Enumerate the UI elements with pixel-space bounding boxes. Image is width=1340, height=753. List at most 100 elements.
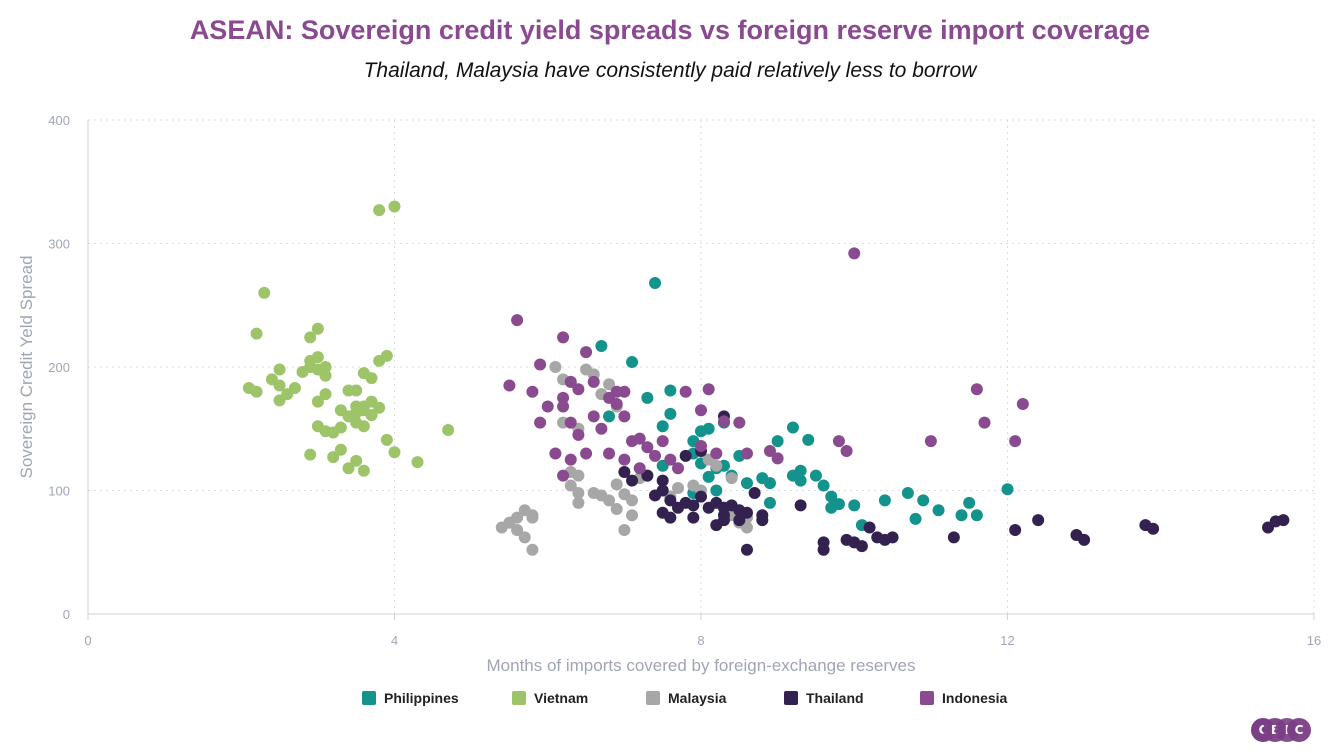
point-philippines	[626, 356, 639, 369]
point-thailand	[740, 506, 753, 519]
legend-label-philippines: Philippines	[384, 690, 459, 706]
legend-item-malaysia[interactable]: Malaysia	[646, 688, 726, 708]
point-philippines	[702, 470, 715, 483]
point-philippines	[641, 391, 654, 404]
point-indonesia	[610, 398, 623, 411]
point-malaysia	[518, 531, 531, 544]
point-indonesia	[695, 404, 707, 417]
point-malaysia	[603, 378, 616, 391]
point-vietnam	[342, 462, 355, 475]
x-tick-label: 0	[84, 633, 91, 648]
point-philippines	[848, 499, 861, 512]
point-indonesia	[580, 346, 593, 359]
point-thailand	[664, 511, 677, 524]
point-indonesia	[633, 432, 646, 445]
point-indonesia	[641, 441, 654, 454]
point-philippines	[702, 422, 715, 435]
point-philippines	[1001, 483, 1014, 496]
tick-labels: 0 100 200 300 400 0 4 8 12 16	[48, 113, 1321, 648]
legend-label-malaysia: Malaysia	[668, 690, 727, 706]
point-thailand	[687, 499, 700, 512]
point-thailand	[1032, 514, 1045, 527]
point-vietnam	[365, 409, 378, 422]
point-malaysia	[740, 521, 753, 534]
point-thailand	[756, 514, 769, 527]
point-philippines	[763, 477, 776, 490]
point-vietnam	[350, 454, 363, 467]
point-malaysia	[572, 496, 585, 509]
chart-title: ASEAN: Sovereign credit yield spreads vs…	[189, 15, 1151, 45]
point-philippines	[825, 490, 838, 503]
legend-item-philippines[interactable]: Philippines	[362, 688, 459, 708]
point-vietnam	[311, 351, 324, 364]
legend-swatch-vietnam	[512, 691, 526, 705]
y-tick-label: 200	[48, 360, 70, 375]
point-vietnam	[319, 388, 332, 401]
point-indonesia	[603, 447, 616, 460]
legend: Philippines Vietnam Malaysia Thailand In…	[0, 688, 1340, 708]
point-thailand	[947, 531, 960, 544]
point-indonesia	[702, 383, 715, 396]
point-indonesia	[695, 440, 707, 453]
point-indonesia	[572, 383, 585, 396]
point-indonesia	[557, 331, 570, 344]
y-tick-label: 100	[48, 484, 70, 499]
x-tick-label: 16	[1307, 633, 1321, 648]
point-philippines	[963, 496, 976, 509]
point-philippines	[649, 277, 662, 290]
point-vietnam	[288, 381, 301, 394]
point-thailand	[717, 514, 730, 527]
point-vietnam	[250, 327, 263, 340]
legend-swatch-thailand	[784, 691, 798, 705]
point-malaysia	[526, 543, 539, 556]
point-thailand	[641, 469, 654, 482]
point-indonesia	[656, 435, 669, 448]
point-indonesia	[511, 314, 524, 327]
point-thailand	[679, 449, 692, 462]
point-indonesia	[970, 383, 983, 396]
point-philippines	[794, 474, 807, 487]
legend-item-indonesia[interactable]: Indonesia	[920, 688, 1007, 708]
point-indonesia	[564, 453, 577, 466]
point-vietnam	[258, 286, 271, 299]
point-indonesia	[710, 447, 723, 460]
point-indonesia	[587, 375, 600, 388]
point-philippines	[603, 410, 616, 423]
x-tick-label: 12	[1000, 633, 1014, 648]
chart-subtitle: Thailand, Malaysia have consistently pai…	[363, 59, 977, 82]
point-vietnam	[365, 372, 378, 385]
point-thailand	[733, 514, 746, 527]
point-philippines	[901, 486, 914, 499]
point-vietnam	[357, 420, 370, 433]
point-indonesia	[572, 428, 585, 441]
x-tick-label: 4	[391, 633, 398, 648]
point-vietnam	[350, 384, 363, 397]
point-philippines	[656, 420, 669, 433]
point-indonesia	[541, 400, 554, 413]
legend-label-vietnam: Vietnam	[534, 690, 589, 706]
point-philippines	[878, 494, 891, 507]
point-thailand	[656, 474, 669, 487]
point-indonesia	[633, 462, 646, 475]
point-malaysia	[618, 524, 631, 537]
point-vietnam	[388, 200, 401, 213]
legend-swatch-malaysia	[646, 691, 660, 705]
point-malaysia	[610, 478, 623, 491]
point-malaysia	[549, 361, 562, 373]
point-malaysia	[511, 511, 524, 524]
point-philippines	[595, 340, 608, 353]
legend-item-vietnam[interactable]: Vietnam	[512, 688, 588, 708]
point-malaysia	[610, 503, 623, 516]
legend-swatch-indonesia	[920, 691, 934, 705]
point-philippines	[970, 509, 983, 522]
point-vietnam	[319, 369, 332, 382]
y-tick-label: 300	[48, 237, 70, 252]
point-thailand	[656, 484, 669, 497]
legend-item-thailand[interactable]: Thailand	[784, 688, 864, 708]
point-indonesia	[848, 247, 861, 260]
point-thailand	[748, 486, 761, 499]
point-indonesia	[587, 410, 600, 423]
point-thailand	[1078, 533, 1091, 546]
point-indonesia	[534, 416, 547, 429]
point-indonesia	[733, 416, 746, 429]
